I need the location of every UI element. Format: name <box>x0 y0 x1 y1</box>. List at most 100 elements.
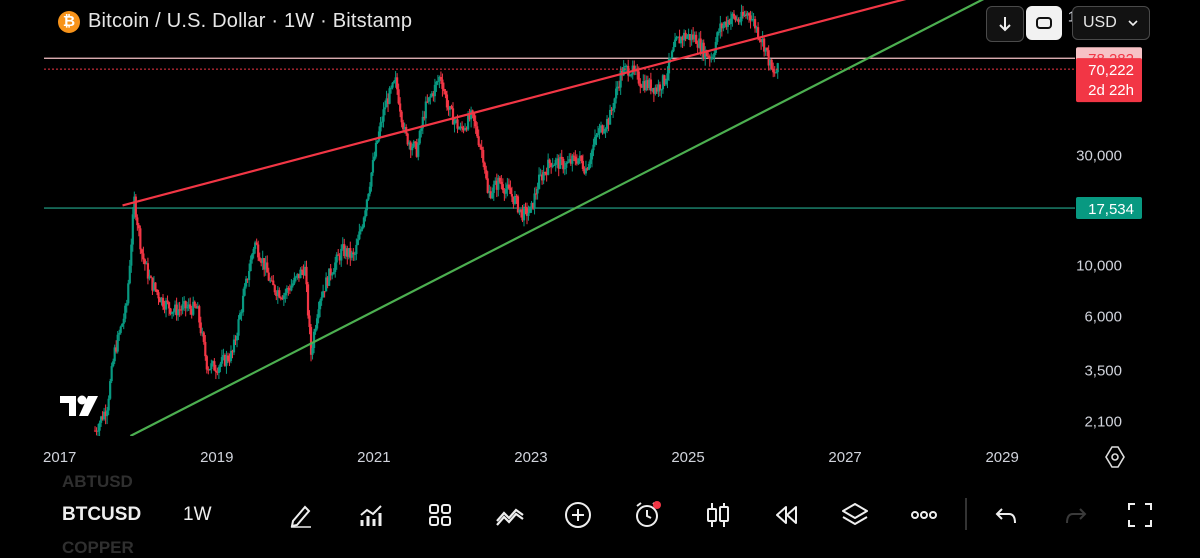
settings-icon[interactable] <box>1105 446 1125 468</box>
candle-body <box>164 300 168 310</box>
redo-button[interactable] <box>1058 500 1094 530</box>
candle-body <box>465 128 468 130</box>
candle-body <box>491 192 494 199</box>
candle-body <box>252 248 255 255</box>
candle-body <box>160 297 163 303</box>
candle-body <box>358 231 361 240</box>
candle-body <box>714 41 717 53</box>
auto-scale-button[interactable] <box>1026 6 1062 40</box>
candle-body <box>149 276 153 278</box>
candle-body <box>658 84 662 91</box>
candle-body <box>599 125 603 129</box>
candle-body <box>399 103 402 112</box>
candle-body <box>723 21 726 26</box>
redo-icon <box>1066 508 1087 524</box>
candle-body <box>238 313 242 320</box>
more-button[interactable] <box>906 500 942 530</box>
compare-button[interactable] <box>492 500 528 530</box>
candle-body <box>433 84 436 97</box>
candle-body <box>365 199 369 211</box>
alert-button[interactable] <box>630 500 666 530</box>
candle-body <box>211 361 214 364</box>
candle-body <box>667 58 671 74</box>
layers-button[interactable] <box>837 500 873 530</box>
candle-body <box>758 37 761 40</box>
candle-body <box>435 81 438 85</box>
chart-type-button[interactable] <box>700 500 736 530</box>
candle-body <box>605 119 609 129</box>
candle-body <box>521 210 524 221</box>
candle-body <box>408 142 411 145</box>
candle-body <box>167 302 171 309</box>
candle-body <box>359 229 362 232</box>
candle-body <box>480 146 483 150</box>
candle-body <box>518 209 521 213</box>
candle-body <box>251 254 254 260</box>
fullscreen-button[interactable] <box>1122 500 1158 530</box>
candle-body <box>278 290 281 298</box>
candle-body <box>732 13 736 17</box>
candle-body <box>479 145 482 147</box>
candle-body <box>509 188 512 194</box>
candle-body <box>385 98 388 108</box>
chart-title[interactable]: Bitcoin / U.S. Dollar · 1W · Bitstamp <box>88 10 413 32</box>
prev-symbol[interactable]: ABTUSD <box>62 472 133 491</box>
candle-body <box>544 172 547 174</box>
candle-body <box>545 172 548 175</box>
scroll-down-button[interactable] <box>986 6 1024 42</box>
candle-body <box>760 39 763 43</box>
candle-body <box>462 127 465 131</box>
chart-area[interactable]: 120,00030,00010,0006,0003,5002,10078,282… <box>0 0 1200 470</box>
candle-body <box>335 254 338 263</box>
candle-body <box>320 297 323 301</box>
candles-icon <box>707 503 729 527</box>
candle-body <box>101 416 104 420</box>
candle-body <box>596 133 600 135</box>
candle-body <box>420 128 423 131</box>
candle-body <box>370 172 373 187</box>
candle-body <box>229 350 233 361</box>
layers-icon <box>842 503 868 525</box>
candle-body <box>775 72 778 74</box>
candle-body <box>140 249 143 254</box>
currency-select[interactable]: USD <box>1072 6 1150 40</box>
candle-body <box>125 303 128 306</box>
candle-body <box>312 331 316 348</box>
candle-body <box>216 371 219 373</box>
candle-body <box>282 295 285 300</box>
candle-body <box>761 38 764 43</box>
candle-body <box>539 174 542 176</box>
drawing-tool-button[interactable] <box>283 500 319 530</box>
replay-button[interactable] <box>768 500 804 530</box>
candle-body <box>590 150 594 160</box>
symbol-name[interactable]: BTCUSD <box>62 504 142 525</box>
candle-body <box>515 195 518 197</box>
undo-button[interactable] <box>988 500 1024 530</box>
candle-body <box>483 162 486 170</box>
candle-body <box>571 155 574 164</box>
candle-body <box>562 158 565 170</box>
candle-body <box>328 268 331 286</box>
candle-body <box>183 301 186 305</box>
candle-body <box>689 34 692 41</box>
candle-body <box>122 318 125 324</box>
candle-body <box>755 27 758 29</box>
candle-body <box>350 252 353 258</box>
candle-body <box>741 11 745 17</box>
interval-selector[interactable]: 1W <box>183 504 212 525</box>
candle-body <box>158 298 162 303</box>
layouts-button[interactable] <box>422 500 458 530</box>
candle-body <box>536 188 539 194</box>
candle-body <box>402 122 405 130</box>
price-chart[interactable]: 120,00030,00010,0006,0003,5002,10078,282… <box>0 0 1200 470</box>
candle-body <box>391 82 394 88</box>
indicators-button[interactable] <box>353 500 389 530</box>
candle-body <box>604 128 607 132</box>
next-symbol[interactable]: COPPER <box>62 538 134 557</box>
candle-body <box>124 305 127 319</box>
candle-body <box>625 65 628 67</box>
candle-body <box>207 369 210 371</box>
add-button[interactable] <box>560 500 596 530</box>
last-price-countdown: 2d 22h <box>1088 82 1134 99</box>
candle-body <box>643 81 646 91</box>
